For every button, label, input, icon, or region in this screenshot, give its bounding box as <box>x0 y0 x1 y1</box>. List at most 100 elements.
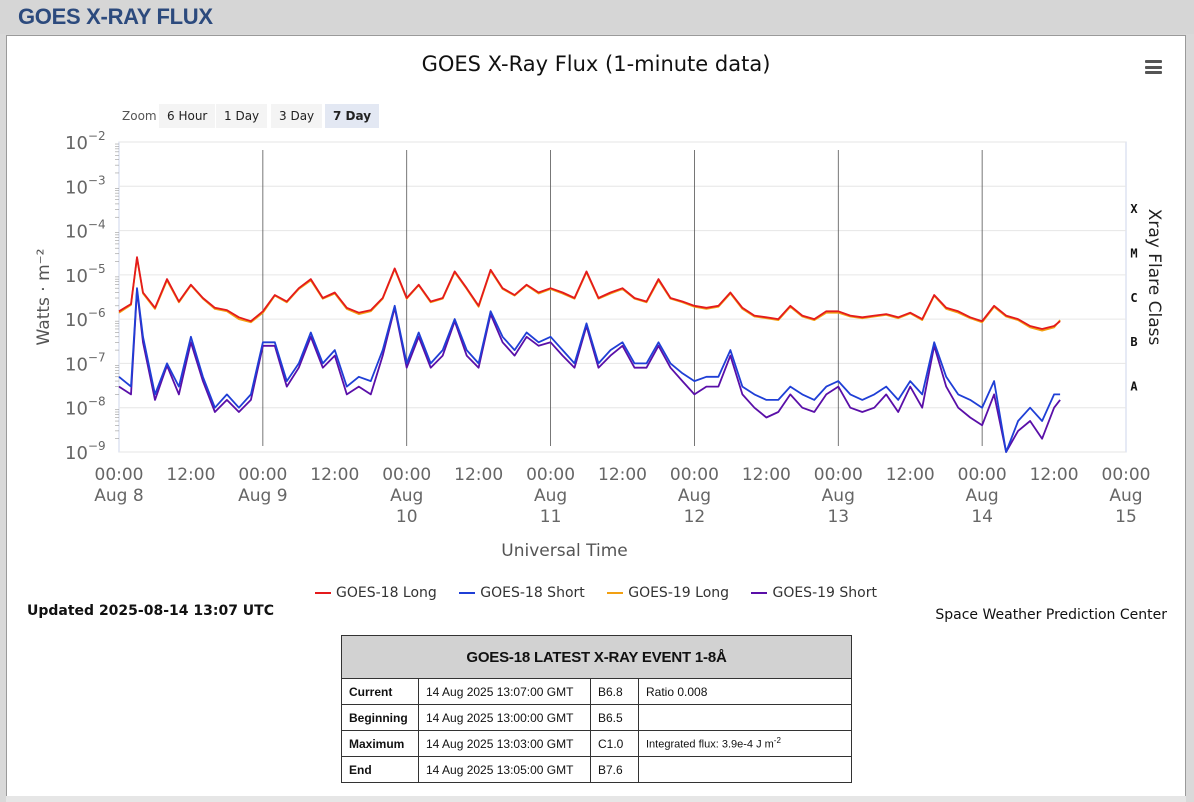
row-class: B6.5 <box>590 704 639 731</box>
row-time: 14 Aug 2025 13:05:00 GMT <box>418 756 591 783</box>
legend-label: GOES-18 Long <box>336 585 437 601</box>
x-tick-time-label: 00:00 <box>1102 465 1151 485</box>
page-header: GOES X-RAY FLUX <box>0 0 1194 34</box>
flare-class-label: X <box>1130 202 1138 216</box>
x-tick-date-label: Aug 8 <box>94 486 143 506</box>
legend-swatch <box>751 592 768 594</box>
latest-xray-event-table: GOES-18 LATEST X-RAY EVENT 1-8Å Current … <box>341 635 852 783</box>
x-tick-day-label: 12 <box>684 507 706 527</box>
credit-text: Space Weather Prediction Center <box>935 607 1167 623</box>
row-extra <box>638 756 852 783</box>
y-tick-label: 10−4 <box>65 218 106 243</box>
x-tick-day-label: 15 <box>1115 507 1137 527</box>
y-tick-label: 10−6 <box>65 306 106 331</box>
row-label: Beginning <box>341 704 419 731</box>
x-tick-date-label: Aug <box>1109 486 1142 506</box>
x-tick-time-label: 00:00 <box>382 465 431 485</box>
x-tick-date-label: Aug <box>678 486 711 506</box>
row-time: 14 Aug 2025 13:00:00 GMT <box>418 704 591 731</box>
x-tick-day-label: 13 <box>827 507 849 527</box>
row-label: End <box>341 756 419 783</box>
x-tick-time-label: 12:00 <box>742 465 791 485</box>
xray-flux-chart: 10−910−810−710−610−510−410−310−200:00Aug… <box>34 129 1164 561</box>
zoom-label: Zoom <box>122 109 157 123</box>
legend-item-goes18-long[interactable]: GOES-18 Long <box>315 585 437 601</box>
y-axis-title: Watts · m⁻² <box>34 249 54 346</box>
x-tick-time-label: 12:00 <box>454 465 503 485</box>
x-tick-time-label: 00:00 <box>95 465 144 485</box>
legend-item-goes18-short[interactable]: GOES-18 Short <box>459 585 585 601</box>
flare-class-label: M <box>1130 246 1137 260</box>
x-tick-time-label: 12:00 <box>166 465 215 485</box>
x-tick-time-label: 00:00 <box>958 465 1007 485</box>
y-tick-label: 10−3 <box>65 173 106 198</box>
row-extra: Integrated flux: 3.9e-4 J m-2 <box>638 730 852 757</box>
event-table-heading: GOES-18 LATEST X-RAY EVENT 1-8Å <box>341 635 852 679</box>
series-line-goes-18-long <box>118 256 1061 330</box>
row-time: 14 Aug 2025 13:07:00 GMT <box>418 678 591 705</box>
x-tick-day-label: 10 <box>396 507 418 527</box>
row-class: B7.6 <box>590 756 639 783</box>
row-extra <box>638 704 852 731</box>
x-tick-date-label: Aug <box>534 486 567 506</box>
y-tick-label: 10−2 <box>65 129 106 154</box>
x-tick-date-label: Aug <box>822 486 855 506</box>
row-class: B6.8 <box>590 678 639 705</box>
zoom-6-hour-button[interactable]: 6 Hour <box>159 104 216 128</box>
row-time: 14 Aug 2025 13:03:00 GMT <box>418 730 591 757</box>
table-row: Beginning 14 Aug 2025 13:00:00 GMT B6.5 <box>341 704 852 731</box>
table-row: Maximum 14 Aug 2025 13:03:00 GMT C1.0 In… <box>341 730 852 757</box>
x-tick-time-label: 00:00 <box>814 465 863 485</box>
x-axis-title: Universal Time <box>501 541 627 561</box>
series-line-goes-18-short <box>118 287 1061 453</box>
y2-axis-title: Xray Flare Class <box>1144 209 1164 346</box>
flare-class-label: B <box>1130 335 1137 349</box>
legend-swatch <box>459 592 476 594</box>
x-tick-day-label: 14 <box>971 507 993 527</box>
legend-item-goes19-long[interactable]: GOES-19 Long <box>607 585 729 601</box>
x-tick-time-label: 12:00 <box>310 465 359 485</box>
zoom-1-day-button[interactable]: 1 Day <box>216 104 268 128</box>
x-tick-date-label: Aug 9 <box>238 486 287 506</box>
x-tick-time-label: 12:00 <box>1030 465 1079 485</box>
x-tick-time-label: 00:00 <box>526 465 575 485</box>
row-label: Maximum <box>341 730 419 757</box>
y-tick-label: 10−9 <box>65 439 106 464</box>
x-tick-day-label: 11 <box>540 507 562 527</box>
hamburger-menu-icon[interactable] <box>1145 60 1162 74</box>
row-label: Current <box>341 678 419 705</box>
legend-label: GOES-18 Short <box>480 585 585 601</box>
chart-panel: GOES X-Ray Flux (1-minute data) Zoom 6 H… <box>6 35 1186 797</box>
row-class: C1.0 <box>590 730 639 757</box>
zoom-7-day-button[interactable]: 7 Day <box>325 104 380 128</box>
series-line-goes-19-long <box>118 257 1061 332</box>
flare-class-label: C <box>1130 291 1137 305</box>
row-extra: Ratio 0.008 <box>638 678 852 705</box>
updated-timestamp: Updated 2025-08-14 13:07 UTC <box>27 603 274 619</box>
legend-swatch <box>315 592 332 594</box>
chart-legend: GOES-18 Long GOES-18 Short GOES-19 Long … <box>7 585 1185 601</box>
zoom-3-day-button[interactable]: 3 Day <box>271 104 323 128</box>
table-row: Current 14 Aug 2025 13:07:00 GMT B6.8 Ra… <box>341 678 852 705</box>
x-tick-time-label: 00:00 <box>670 465 719 485</box>
integrated-flux-exponent: -2 <box>773 736 781 746</box>
flare-class-label: A <box>1130 379 1138 393</box>
y-tick-label: 10−8 <box>65 395 106 420</box>
integrated-flux-text: Integrated flux: 3.9e-4 J m <box>646 738 774 751</box>
legend-item-goes19-short[interactable]: GOES-19 Short <box>751 585 877 601</box>
legend-label: GOES-19 Long <box>628 585 730 601</box>
legend-label: GOES-19 Short <box>772 585 877 601</box>
table-row: End 14 Aug 2025 13:05:00 GMT B7.6 <box>341 756 852 783</box>
x-tick-date-label: Aug <box>390 486 423 506</box>
plot-area-border <box>118 141 1127 453</box>
y-tick-label: 10−7 <box>65 350 106 375</box>
x-tick-time-label: 00:00 <box>238 465 287 485</box>
bottom-strip <box>6 796 1186 802</box>
x-tick-time-label: 12:00 <box>886 465 935 485</box>
legend-swatch <box>607 592 624 594</box>
page-title: GOES X-RAY FLUX <box>18 4 213 29</box>
y-tick-label: 10−5 <box>65 262 106 287</box>
x-tick-time-label: 12:00 <box>598 465 647 485</box>
chart-title: GOES X-Ray Flux (1-minute data) <box>421 52 771 76</box>
x-tick-date-label: Aug <box>966 486 999 506</box>
